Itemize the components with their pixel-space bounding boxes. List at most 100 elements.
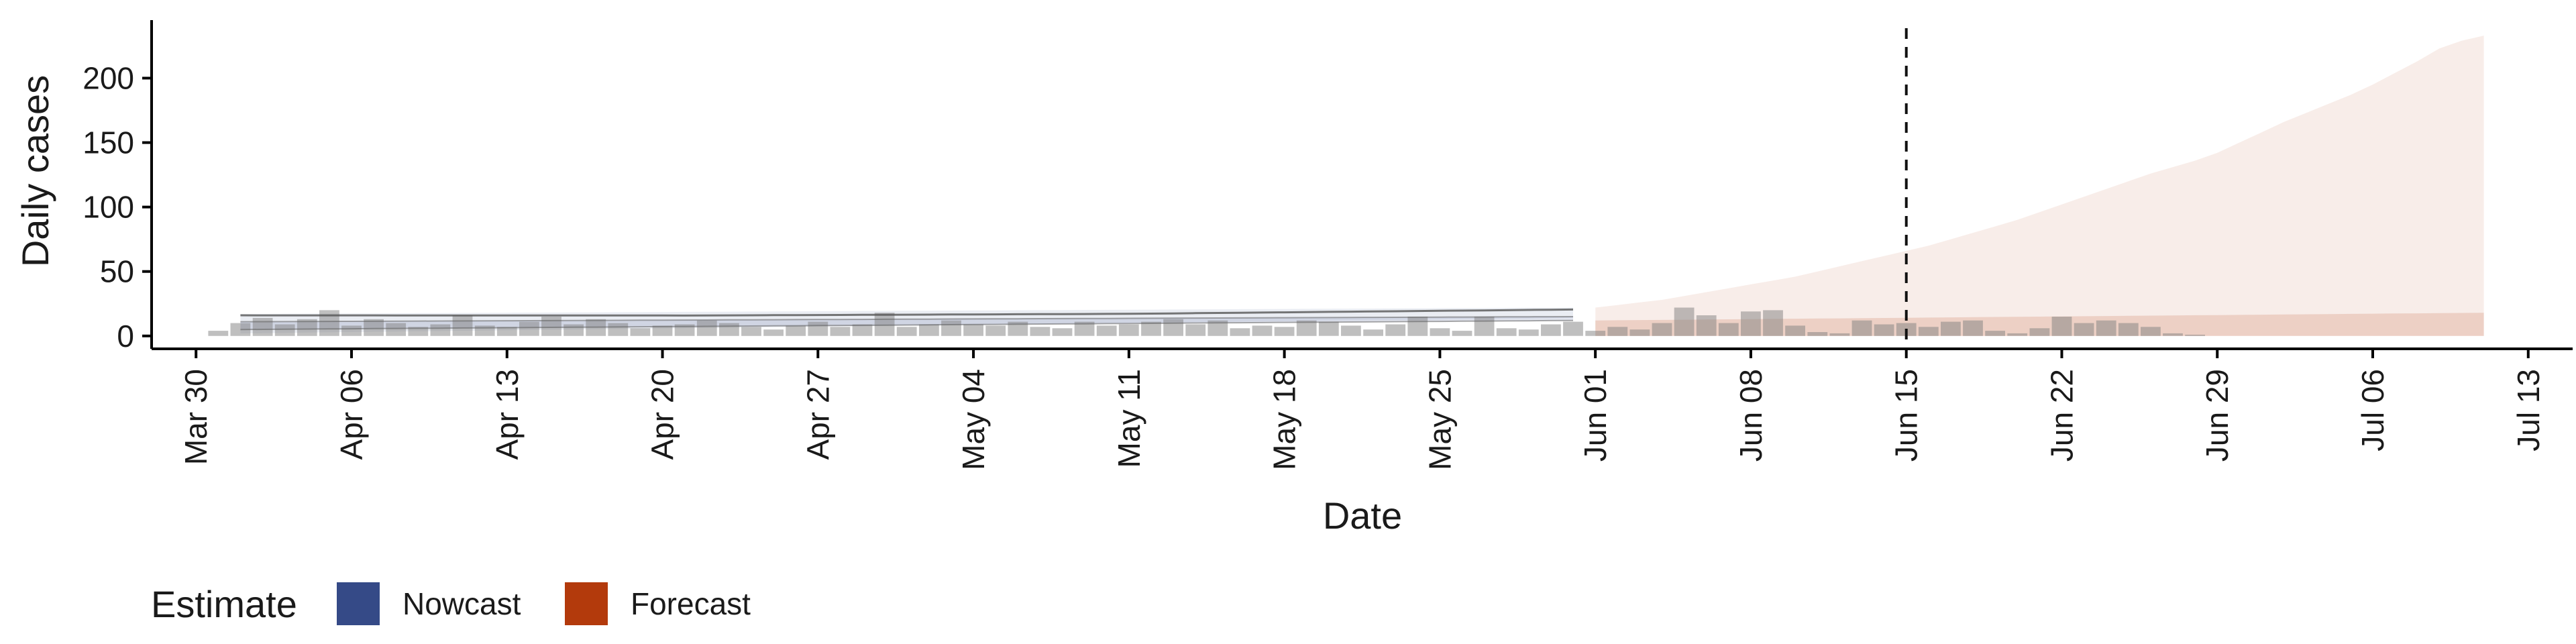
x-tick-label-7: May 18 [1267, 369, 1302, 470]
bar-54 [1407, 317, 1428, 336]
bar-60 [1541, 324, 1561, 336]
bar-82 [2029, 328, 2050, 336]
bar-7 [364, 319, 384, 336]
bar-48 [1274, 327, 1295, 336]
bar-22 [696, 320, 717, 336]
x-tick-label-1: Apr 06 [334, 369, 369, 460]
axes: 0 50 100 150 200 Mar 30 Apr 06 Apr 13 Apr 20 Apr … [83, 20, 2573, 470]
bar-35 [985, 325, 1006, 336]
bar-42 [1141, 321, 1161, 336]
bar-63 [1607, 327, 1628, 336]
y-tick-label-3: 150 [83, 125, 134, 160]
bar-5 [319, 310, 339, 336]
bar-30 [874, 313, 895, 336]
bar-43 [1163, 319, 1183, 336]
bar-87 [2141, 327, 2161, 336]
bar-38 [1052, 328, 1073, 336]
bar-55 [1430, 328, 1450, 336]
legend-swatch-forecast [565, 582, 608, 625]
x-tick-label-2: Apr 13 [490, 369, 525, 460]
bar-2 [252, 317, 273, 336]
bar-53 [1385, 324, 1406, 336]
bar-28 [830, 327, 851, 336]
x-axis-title: Date [1323, 494, 1402, 537]
bar-88 [2163, 333, 2183, 336]
forecast-inner-band [1595, 313, 2484, 336]
y-tick-label-2: 100 [83, 190, 134, 225]
bar-47 [1252, 325, 1273, 336]
bar-20 [652, 325, 673, 336]
bar-79 [1963, 320, 1983, 336]
nowcast-lower-line [240, 319, 1574, 331]
x-tick-label-0: Mar 30 [178, 369, 213, 465]
legend-swatch-nowcast [337, 582, 380, 625]
bar-45 [1208, 320, 1228, 336]
bar-67 [1696, 315, 1717, 336]
bar-16 [564, 324, 584, 336]
bar-21 [674, 324, 695, 336]
bar-11 [452, 315, 473, 336]
bar-52 [1363, 329, 1383, 336]
bar-85 [2096, 320, 2116, 336]
x-tick-label-14: Jul 06 [2355, 369, 2390, 451]
bar-50 [1318, 321, 1339, 336]
legend: Estimate Nowcast Forecast [151, 582, 751, 625]
bar-32 [919, 324, 939, 336]
bar-44 [1185, 324, 1206, 336]
nowcast-mid-line [240, 316, 1574, 323]
bar-31 [896, 327, 917, 336]
y-tick-label-1: 50 [100, 254, 134, 289]
x-tick-label-6: May 11 [1112, 369, 1146, 468]
nowcast-upper-line [240, 308, 1574, 317]
bar-56 [1452, 331, 1472, 336]
bar-41 [1118, 324, 1139, 336]
bar-27 [808, 321, 828, 336]
bar-70 [1763, 310, 1783, 336]
legend-label-forecast: Forecast [631, 586, 751, 621]
nowcast-median-lines [240, 308, 1574, 331]
bar-46 [1230, 328, 1250, 336]
bar-24 [741, 327, 761, 336]
bar-72 [1807, 332, 1828, 336]
x-tick-label-11: Jun 15 [1889, 369, 1924, 462]
x-tick-label-10: Jun 08 [1733, 369, 1768, 462]
x-tick-label-5: May 04 [956, 369, 991, 470]
bar-62 [1585, 331, 1606, 336]
x-tick-label-8: May 25 [1422, 369, 1457, 470]
y-tick-label-0: 0 [117, 319, 134, 354]
bar-23 [719, 323, 739, 336]
bar-39 [1074, 321, 1095, 336]
bar-29 [852, 324, 873, 336]
bar-49 [1296, 320, 1317, 336]
x-tick-label-9: Jun 01 [1578, 369, 1613, 462]
x-tick-label-4: Apr 27 [800, 369, 835, 460]
bar-58 [1496, 328, 1517, 336]
bar-59 [1518, 329, 1539, 336]
bar-9 [408, 327, 429, 336]
y-axis-title: Daily cases [14, 75, 56, 267]
forecast-outer-band [1595, 36, 2484, 336]
bar-36 [1008, 321, 1028, 336]
bar-13 [496, 327, 517, 336]
bar-73 [1829, 333, 1850, 336]
bar-18 [608, 323, 629, 336]
bar-6 [341, 325, 362, 336]
bar-71 [1785, 325, 1805, 336]
x-tick-label-15: Jul 13 [2511, 369, 2546, 451]
bar-84 [2074, 323, 2094, 336]
bar-40 [1096, 325, 1117, 336]
bar-75 [1874, 324, 1894, 336]
bar-61 [1563, 321, 1583, 336]
bar-25 [763, 329, 784, 336]
bar-74 [1851, 320, 1872, 336]
bar-15 [541, 317, 561, 336]
bar-0 [208, 331, 229, 336]
bar-86 [2118, 323, 2139, 336]
uncertainty-bands [240, 36, 2484, 336]
bar-14 [519, 321, 539, 336]
y-tick-label-4: 200 [83, 60, 134, 95]
bar-51 [1341, 325, 1361, 336]
bar-33 [941, 320, 961, 336]
legend-title: Estimate [151, 583, 297, 625]
